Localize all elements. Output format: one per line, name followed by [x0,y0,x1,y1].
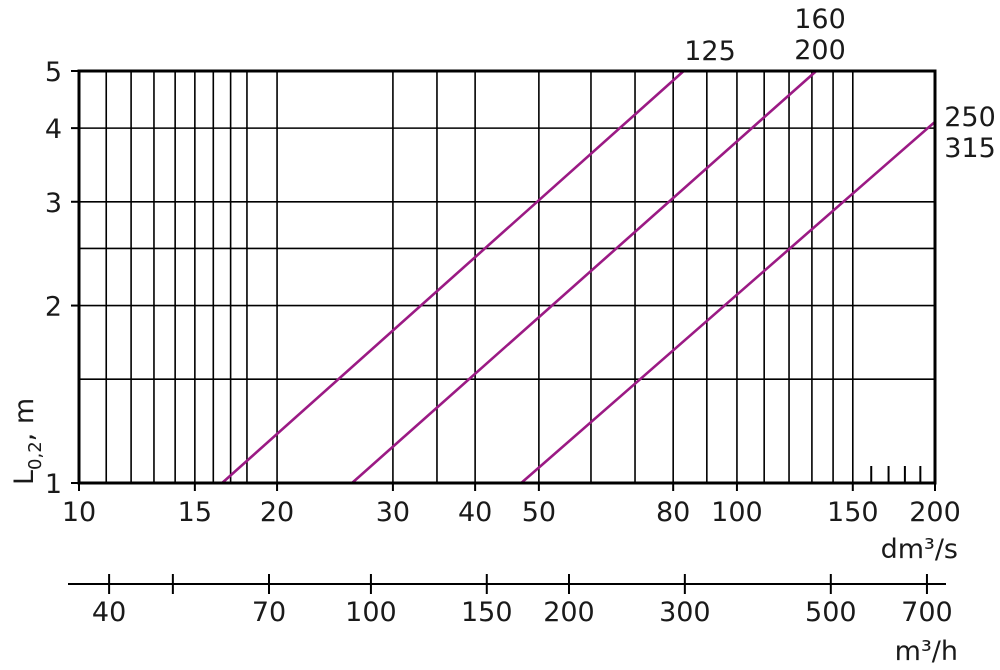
x2-tick-label: 200 [543,597,595,628]
x2-tick-label: 700 [901,597,953,628]
series-label: 315 [944,133,996,164]
x2-tick-label: 500 [805,597,857,628]
series-line-0 [221,70,685,484]
series-label: 125 [684,36,736,67]
x2-tick-label: 300 [659,597,711,628]
y-tick-label: 1 [45,469,62,500]
y-tick-label: 2 [45,292,62,323]
secondary-axis-label: m³/h [895,636,958,667]
series-label: 160 [794,4,846,35]
x2-tick-label: 100 [345,597,397,628]
series-line-2 [520,120,936,484]
x2-tick-label: 40 [92,597,126,628]
x2-tick-label: 70 [252,597,286,628]
y-tick-label: 3 [45,188,62,219]
x-tick-label: 100 [711,497,763,528]
x-tick-label: 200 [909,497,961,528]
plot-frame [77,69,937,485]
y-tick-label: 5 [45,57,62,88]
y-tick-label: 4 [45,114,62,145]
series-label: 250 [944,102,996,133]
x-tick-label: 80 [656,497,690,528]
y-axis-label: L0,2, m [9,398,46,485]
x-tick-label: 20 [260,497,294,528]
x-tick-label: 30 [376,497,410,528]
x2-tick-label: 150 [461,597,513,628]
series-label: 200 [794,35,846,66]
grid-lines [79,71,935,483]
series-lines [221,70,936,484]
x-tick-label: 50 [522,497,556,528]
x-axis-label: dm³/s [881,534,958,565]
x-tick-label: 10 [62,497,96,528]
series-line-1 [351,70,818,484]
tick-marks [71,70,936,491]
x-tick-label: 40 [458,497,492,528]
secondary-axis: 40 70 100 150 200 300 500 700 [92,574,953,628]
x-tick-label: 15 [178,497,212,528]
x-tick-label: 150 [827,497,879,528]
